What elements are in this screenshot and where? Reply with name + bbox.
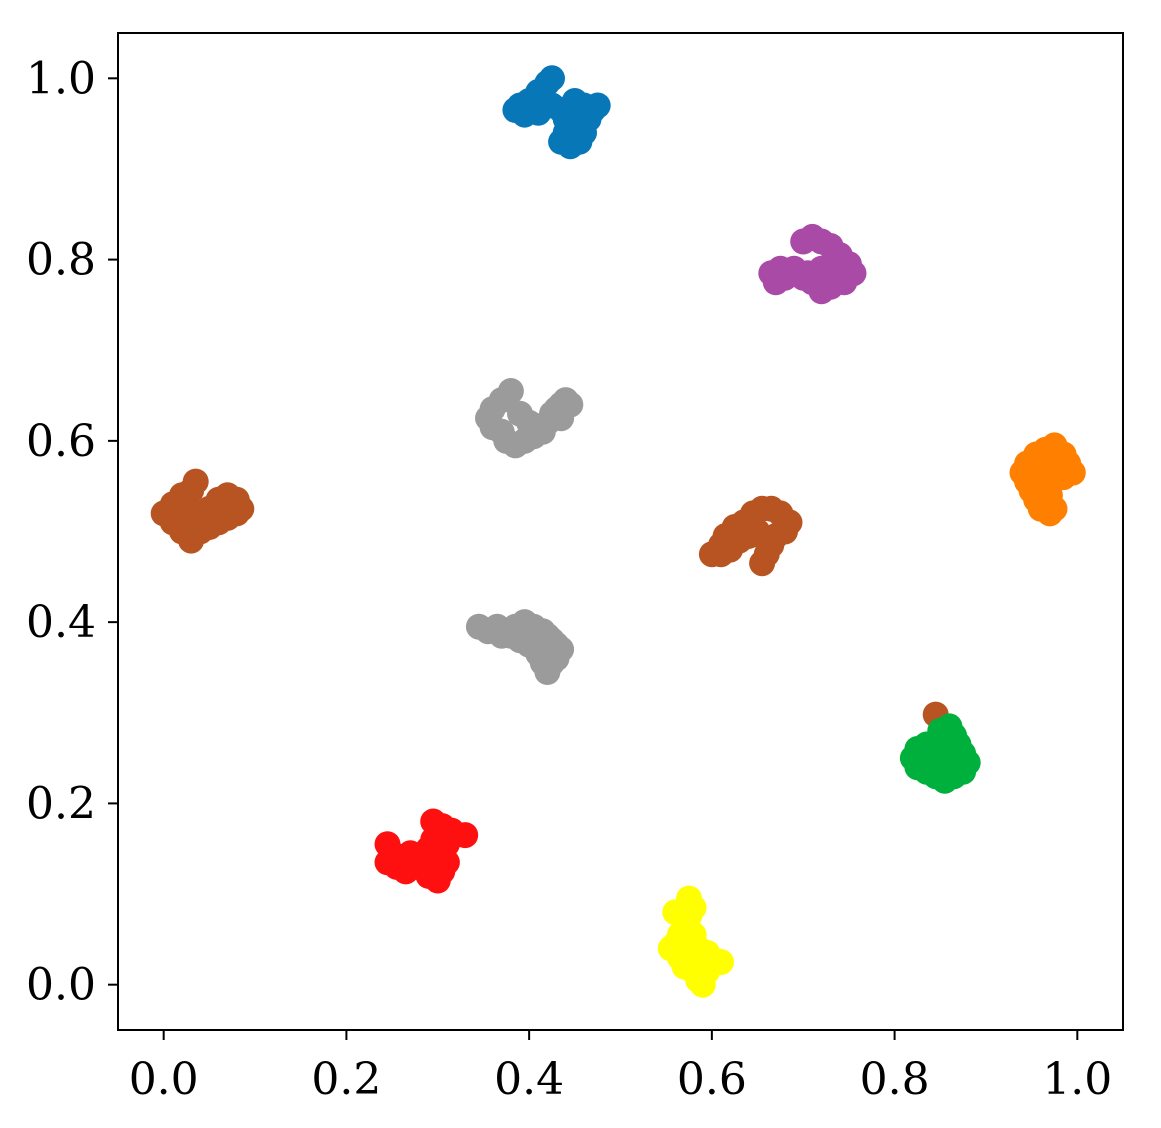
plot-frame — [117, 32, 1124, 1031]
y-tick-label: 0.8 — [26, 235, 96, 286]
points-layer — [150, 65, 1086, 998]
x-tick-label: 0.6 — [677, 1054, 747, 1105]
scatter-point — [507, 400, 533, 427]
scatter-point — [927, 717, 954, 744]
scatter-point — [749, 550, 776, 577]
scatter-point — [822, 264, 849, 291]
scatter-point — [552, 106, 579, 133]
x-tick-label: 1.0 — [1042, 1054, 1112, 1105]
y-tick-label: 0.0 — [26, 960, 96, 1011]
scatter-point — [1046, 455, 1072, 482]
tick-labels-layer: 0.0 0.2 0.4 0.6 0.8 1.0 0.0 0.2 0.4 0.6 0.8 1.0 — [26, 53, 1112, 1105]
scatter-point — [173, 491, 200, 518]
ticks-layer — [108, 77, 1079, 1040]
y-tick-label: 0.4 — [26, 597, 96, 648]
scatter-point — [388, 844, 415, 871]
scatter-point — [488, 622, 515, 649]
y-tick-label: 1.0 — [26, 53, 96, 104]
scatter-point — [662, 899, 689, 926]
x-tick-label: 0.8 — [860, 1054, 930, 1105]
scatter-point — [548, 405, 575, 432]
y-tick-label: 0.6 — [26, 416, 96, 467]
x-tick-label: 0.0 — [129, 1054, 199, 1105]
x-tick-label: 0.2 — [311, 1054, 381, 1105]
scatter-point — [708, 541, 734, 568]
x-tick-label: 0.4 — [494, 1054, 564, 1105]
y-tick-label: 0.2 — [26, 778, 96, 829]
